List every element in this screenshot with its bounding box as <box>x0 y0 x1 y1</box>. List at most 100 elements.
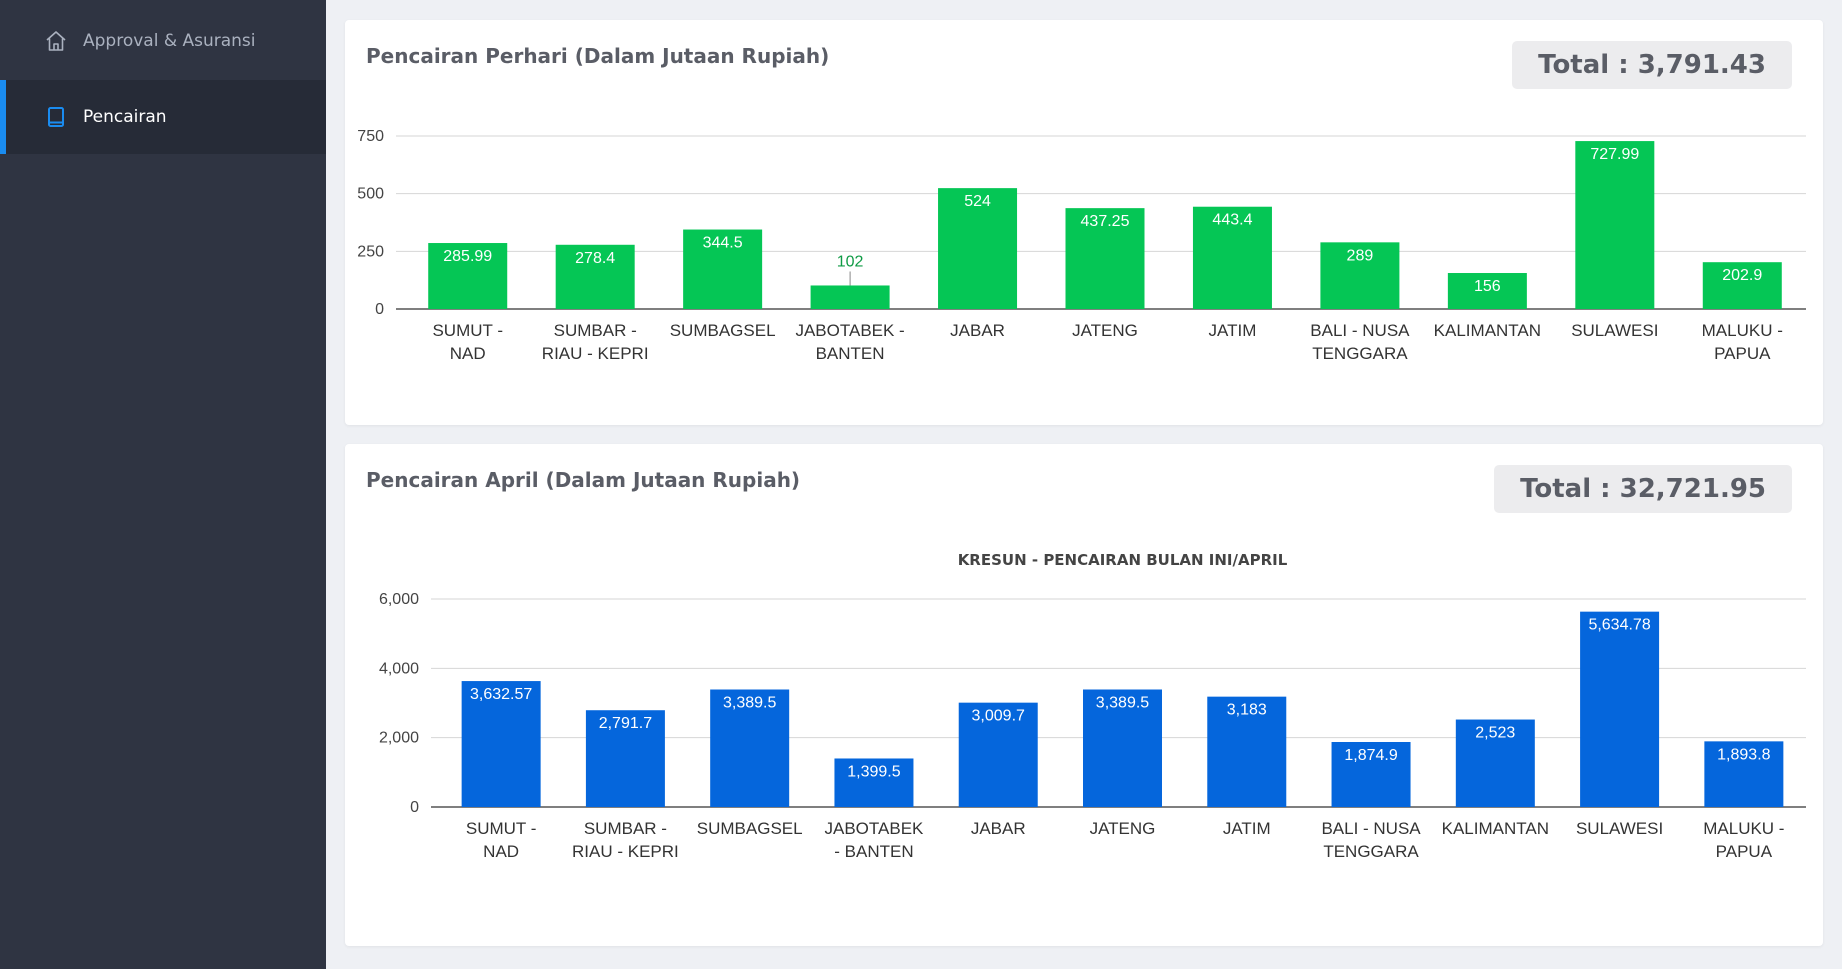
bar <box>1575 141 1655 309</box>
y-tick-label: 0 <box>410 799 419 816</box>
sidebar-item-approval-asuransi[interactable]: Approval & Asuransi <box>0 4 326 78</box>
card-title: Pencairan Perhari (Dalam Jutaan Rupiah) <box>366 44 830 68</box>
x-tick-label: PAPUA <box>1714 344 1771 363</box>
data-label: 289 <box>1347 247 1374 264</box>
bar <box>1320 242 1400 309</box>
y-tick-label: 4,000 <box>379 660 419 677</box>
x-tick-label: JABOTABEK <box>825 819 925 838</box>
data-label: 156 <box>1474 278 1501 295</box>
data-label: 2,791.7 <box>599 715 652 732</box>
bar <box>958 702 1038 807</box>
bar <box>1192 206 1272 309</box>
x-tick-label: NAD <box>450 344 486 363</box>
total-badge: Total : 3,791.43 <box>1512 41 1792 89</box>
bar <box>1455 719 1535 807</box>
daily-bar-chart: 0 250 500 750 285.99 SUMUT - NAD 278.4 SUMBAR - R… <box>357 128 1806 363</box>
x-tick-label: JABAR <box>950 321 1005 340</box>
data-label: 2,523 <box>1475 725 1515 742</box>
bar <box>461 681 541 807</box>
y-tick-label: 250 <box>357 243 384 260</box>
y-tick-label: 6,000 <box>379 591 419 608</box>
x-tick-label: SUMBAR - <box>554 321 637 340</box>
data-label: 437.25 <box>1081 213 1130 230</box>
data-label: 202.9 <box>1722 267 1762 284</box>
x-tick-label: JATIM <box>1209 321 1257 340</box>
x-tick-label: JATENG <box>1090 819 1156 838</box>
bar <box>1207 696 1287 807</box>
y-tick-label: 2,000 <box>379 730 419 747</box>
bar <box>938 188 1018 309</box>
bar <box>428 243 508 309</box>
data-label: 278.4 <box>575 250 615 267</box>
x-tick-label: JABOTABEK - <box>795 321 904 340</box>
data-label: 3,183 <box>1227 702 1267 719</box>
y-tick-label: 0 <box>375 301 384 318</box>
bar <box>710 689 790 807</box>
bar <box>585 710 665 807</box>
data-label: 285.99 <box>443 248 492 265</box>
x-tick-label: KALIMANTAN <box>1434 321 1541 340</box>
bar <box>1065 208 1145 309</box>
x-tick-label: MALUKU - <box>1703 819 1784 838</box>
monthly-bar-chart: KRESUN - PENCAIRAN BULAN INI/APRIL 0 2,000… <box>379 551 1806 861</box>
x-tick-label: SULAWESI <box>1571 321 1658 340</box>
bar <box>555 244 635 309</box>
bar <box>1331 742 1411 807</box>
x-tick-label: SUMBAGSEL <box>670 321 776 340</box>
data-label: 1,893.8 <box>1717 746 1770 763</box>
x-tick-label: BALI - NUSA <box>1310 321 1410 340</box>
chart-title: KRESUN - PENCAIRAN BULAN INI/APRIL <box>958 551 1288 569</box>
x-tick-label: TENGGARA <box>1323 842 1419 861</box>
data-label: 102 <box>837 253 864 270</box>
x-tick-label: NAD <box>483 842 519 861</box>
data-label: 5,634.78 <box>1588 617 1650 634</box>
card-title: Pencairan April (Dalam Jutaan Rupiah) <box>366 468 801 492</box>
data-label: 3,632.57 <box>470 686 532 703</box>
sidebar-item-pencairan[interactable]: Pencairan <box>0 80 326 154</box>
total-badge: Total : 32,721.95 <box>1494 465 1792 513</box>
x-tick-label: PAPUA <box>1716 842 1773 861</box>
data-label: 3,389.5 <box>1096 694 1149 711</box>
x-tick-label: SUMBAGSEL <box>697 819 803 838</box>
x-tick-label: BALI - NUSA <box>1321 819 1421 838</box>
x-tick-label: JATIM <box>1223 819 1271 838</box>
bar <box>1083 689 1162 807</box>
x-tick-label: SULAWESI <box>1576 819 1663 838</box>
bar <box>1580 611 1660 807</box>
bar <box>834 758 914 807</box>
x-tick-label: TENGGARA <box>1312 344 1408 363</box>
x-tick-label: SUMUT - <box>432 321 503 340</box>
bar <box>1702 262 1782 309</box>
x-tick-label: JABAR <box>971 819 1026 838</box>
home-icon <box>42 27 70 55</box>
data-label: 1,399.5 <box>847 763 900 780</box>
sidebar-item-label: Pencairan <box>83 107 167 127</box>
y-tick-label: 750 <box>357 128 384 145</box>
bar <box>1447 273 1527 309</box>
x-tick-label: JATENG <box>1072 321 1138 340</box>
sidebar: Approval & Asuransi Pencairan <box>0 0 326 969</box>
sidebar-item-label: Approval & Asuransi <box>83 31 256 51</box>
x-tick-label: - BANTEN <box>834 842 913 861</box>
bar <box>1704 741 1784 807</box>
y-tick-label: 500 <box>357 186 384 203</box>
monthly-disbursement-card: Pencairan April (Dalam Jutaan Rupiah) To… <box>345 444 1823 946</box>
x-tick-label: MALUKU - <box>1702 321 1783 340</box>
x-tick-label: RIAU - KEPRI <box>572 842 679 861</box>
data-label: 524 <box>964 193 991 210</box>
bar <box>683 229 763 309</box>
data-label: 727.99 <box>1590 146 1639 163</box>
x-tick-label: BANTEN <box>816 344 885 363</box>
bar <box>810 285 890 309</box>
x-tick-label: RIAU - KEPRI <box>542 344 649 363</box>
data-label: 344.5 <box>703 235 743 252</box>
data-label: 3,009.7 <box>972 708 1025 725</box>
x-tick-label: KALIMANTAN <box>1442 819 1549 838</box>
data-label: 443.4 <box>1212 212 1252 229</box>
daily-disbursement-card: Pencairan Perhari (Dalam Jutaan Rupiah) … <box>345 20 1823 425</box>
x-tick-label: SUMUT - <box>466 819 537 838</box>
x-tick-label: SUMBAR - <box>584 819 667 838</box>
data-label: 1,874.9 <box>1344 747 1397 764</box>
book-icon <box>42 103 70 131</box>
data-label: 3,389.5 <box>723 694 776 711</box>
